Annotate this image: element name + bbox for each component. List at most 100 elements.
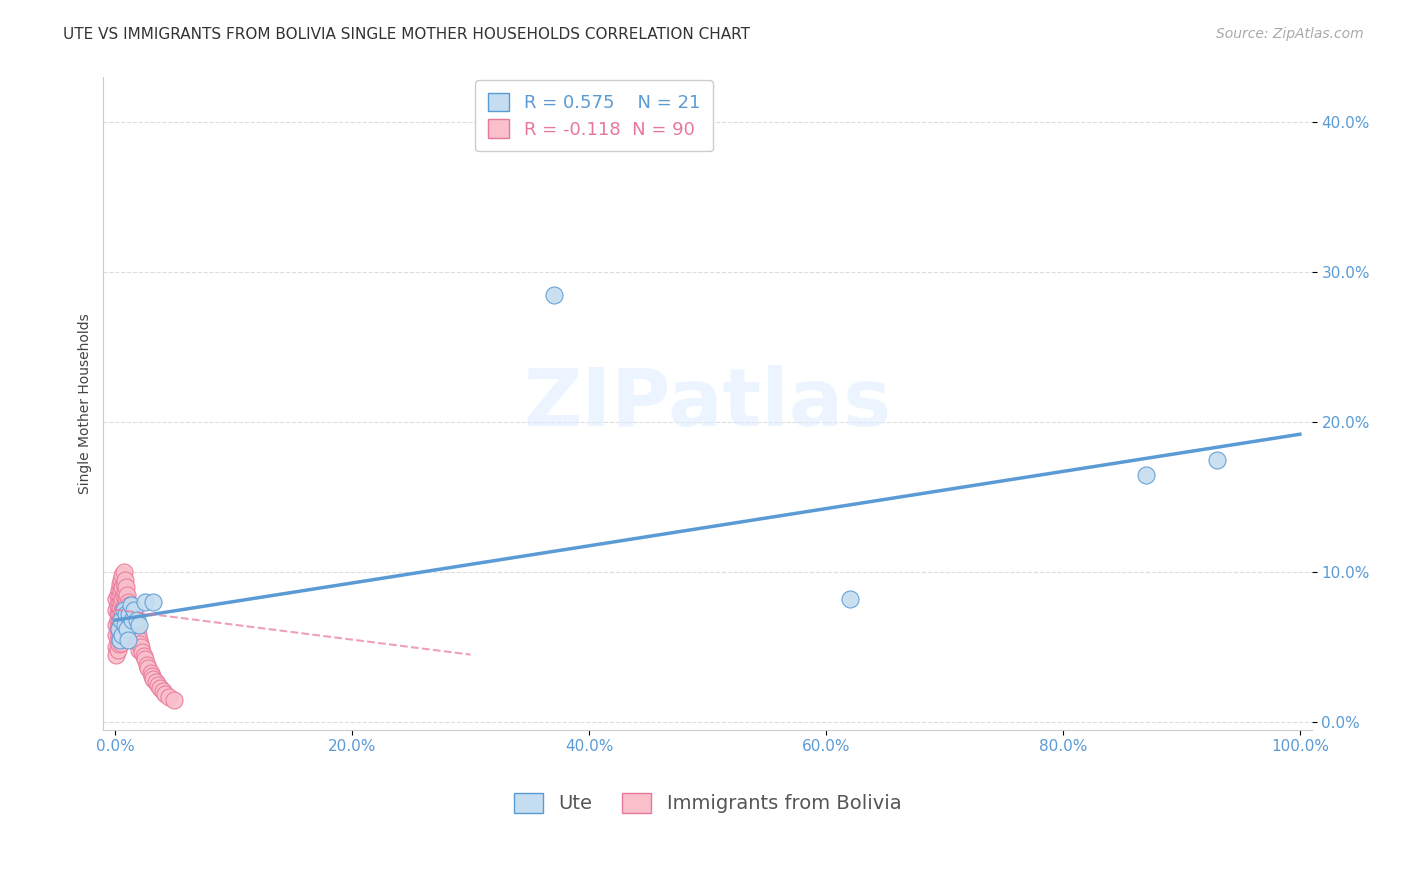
Point bbox=[115, 622, 138, 636]
Point bbox=[149, 681, 172, 695]
Point bbox=[543, 288, 565, 302]
Point bbox=[122, 625, 145, 640]
Point bbox=[107, 613, 129, 627]
Point bbox=[117, 619, 139, 633]
Point bbox=[107, 595, 129, 609]
Point bbox=[105, 640, 128, 654]
Point bbox=[107, 617, 129, 632]
Point bbox=[110, 622, 132, 636]
Point bbox=[111, 580, 134, 594]
Point bbox=[108, 625, 131, 640]
Point bbox=[114, 597, 136, 611]
Point bbox=[127, 628, 149, 642]
Point bbox=[115, 604, 138, 618]
Point bbox=[128, 632, 150, 647]
Point bbox=[111, 592, 134, 607]
Point bbox=[107, 598, 129, 612]
Point bbox=[838, 592, 860, 607]
Point bbox=[117, 607, 139, 622]
Point bbox=[120, 615, 142, 629]
Point bbox=[110, 607, 132, 622]
Legend: Ute, Immigrants from Bolivia: Ute, Immigrants from Bolivia bbox=[506, 785, 908, 821]
Point bbox=[136, 658, 159, 673]
Point bbox=[146, 678, 169, 692]
Point bbox=[131, 645, 153, 659]
Point bbox=[110, 583, 132, 598]
Point bbox=[107, 588, 129, 602]
Point bbox=[108, 589, 131, 603]
Point bbox=[129, 640, 152, 654]
Point bbox=[107, 643, 129, 657]
Point bbox=[124, 617, 146, 632]
Point bbox=[110, 595, 132, 609]
Point bbox=[1135, 467, 1157, 482]
Point bbox=[121, 619, 143, 633]
Point bbox=[111, 604, 134, 618]
Point bbox=[115, 580, 138, 594]
Point bbox=[122, 610, 145, 624]
Point bbox=[122, 622, 145, 636]
Point bbox=[118, 610, 141, 624]
Point bbox=[118, 622, 141, 636]
Point bbox=[110, 635, 132, 649]
Point bbox=[120, 602, 142, 616]
Point bbox=[117, 595, 139, 609]
Point bbox=[111, 568, 134, 582]
Point bbox=[115, 616, 138, 631]
Point bbox=[134, 652, 156, 666]
Point bbox=[128, 643, 150, 657]
Point bbox=[107, 637, 129, 651]
Text: ZIPatlas: ZIPatlas bbox=[523, 365, 891, 442]
Point bbox=[107, 622, 129, 636]
Point bbox=[105, 617, 128, 632]
Point bbox=[128, 617, 150, 632]
Point bbox=[112, 577, 135, 591]
Point bbox=[145, 674, 167, 689]
Point bbox=[163, 692, 186, 706]
Point bbox=[108, 613, 131, 627]
Point bbox=[114, 621, 136, 635]
Point bbox=[125, 622, 148, 636]
Point bbox=[108, 601, 131, 615]
Point bbox=[107, 583, 129, 598]
Point bbox=[108, 632, 131, 647]
Point bbox=[138, 661, 160, 675]
Point bbox=[110, 573, 132, 587]
Point bbox=[115, 624, 138, 638]
Point bbox=[107, 632, 129, 647]
Point bbox=[114, 573, 136, 587]
Point bbox=[115, 599, 138, 614]
Point bbox=[112, 565, 135, 579]
Point bbox=[142, 595, 165, 609]
Point bbox=[107, 607, 129, 622]
Point bbox=[105, 602, 128, 616]
Point bbox=[120, 598, 142, 612]
Point bbox=[115, 607, 138, 622]
Point bbox=[122, 602, 145, 616]
Point bbox=[115, 588, 138, 602]
Point bbox=[114, 584, 136, 599]
Point bbox=[105, 628, 128, 642]
Point bbox=[134, 595, 156, 609]
Text: Source: ZipAtlas.com: Source: ZipAtlas.com bbox=[1216, 27, 1364, 41]
Point bbox=[112, 601, 135, 615]
Point bbox=[105, 648, 128, 662]
Point bbox=[121, 607, 143, 622]
Point bbox=[121, 613, 143, 627]
Point bbox=[110, 613, 132, 627]
Point bbox=[125, 613, 148, 627]
Point bbox=[107, 628, 129, 642]
Point bbox=[122, 613, 145, 627]
Point bbox=[141, 668, 163, 682]
Point bbox=[118, 598, 141, 612]
Text: UTE VS IMMIGRANTS FROM BOLIVIA SINGLE MOTHER HOUSEHOLDS CORRELATION CHART: UTE VS IMMIGRANTS FROM BOLIVIA SINGLE MO… bbox=[63, 27, 751, 42]
Point bbox=[157, 690, 180, 704]
Point bbox=[114, 608, 136, 623]
Point bbox=[142, 672, 165, 686]
Point bbox=[107, 607, 129, 622]
Point bbox=[115, 612, 138, 626]
Point bbox=[111, 616, 134, 631]
Point bbox=[107, 622, 129, 636]
Point bbox=[112, 613, 135, 627]
Point bbox=[118, 607, 141, 622]
